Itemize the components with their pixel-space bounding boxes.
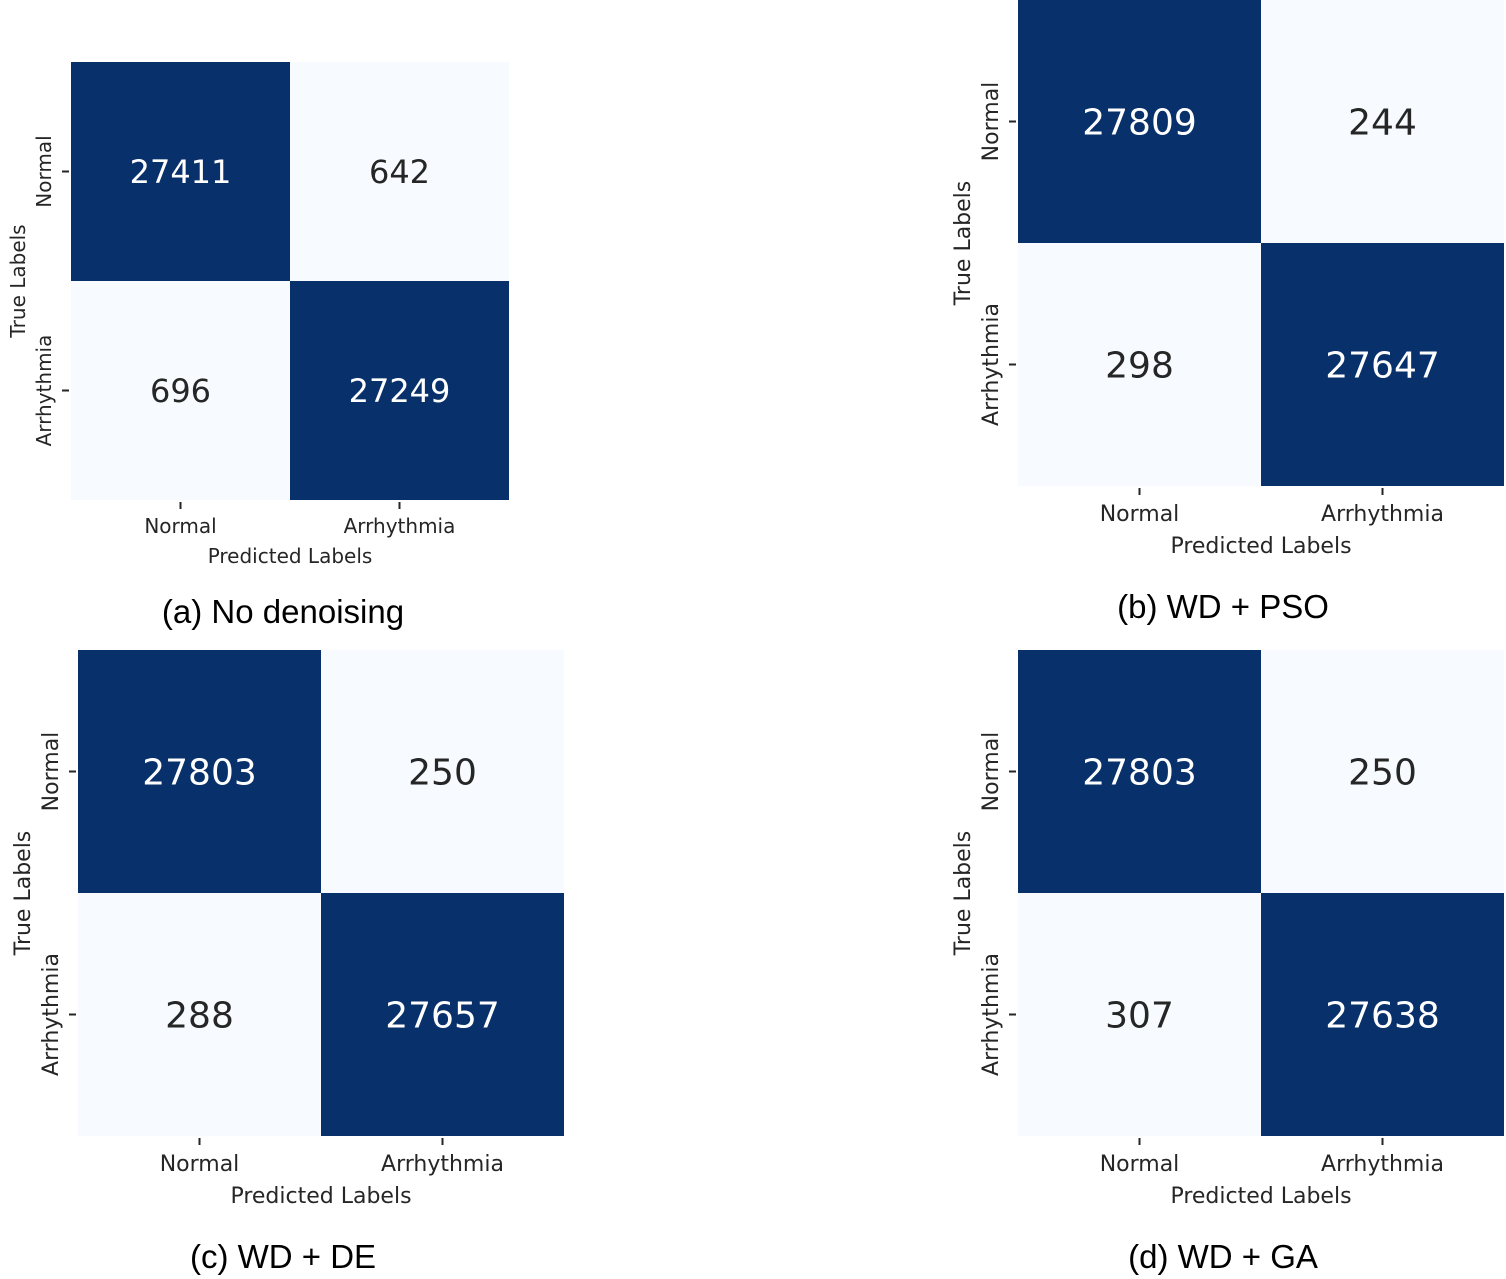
cell-arrhythmia-normal [71,281,290,500]
cell-normal-normal [71,62,290,281]
cell-value: 298 [1105,345,1174,386]
cell-normal-normal [1018,650,1261,893]
cell-normal-arrhythmia [1261,650,1504,893]
cell-value: 27647 [1325,345,1440,386]
cell-value: 642 [369,153,430,191]
y-axis-label: True Labels [11,831,36,957]
cell-value: 27803 [142,752,257,793]
caption-no-denoising: (a) No denoising [161,593,405,630]
y-axis-label: True Labels [6,224,30,338]
cell-value: 288 [165,995,234,1036]
x-tick-label: Normal [160,1152,240,1177]
cell-arrhythmia-normal [78,893,321,1136]
cell-value: 27657 [385,995,500,1036]
x-tick-label: Arrhythmia [1321,502,1444,527]
cell-arrhythmia-arrhythmia [1261,893,1504,1136]
cell-value: 307 [1105,995,1174,1036]
cell-value: 27803 [1082,752,1197,793]
cell-value: 27411 [130,153,232,191]
cell-arrhythmia-arrhythmia [290,281,509,500]
x-axis-label: Predicted Labels [1170,1184,1351,1209]
cell-normal-arrhythmia [321,650,564,893]
caption-wd-de: (c) WD + DE [189,1238,377,1275]
cell-value: 250 [408,752,477,793]
y-axis-label: True Labels [951,831,976,957]
caption-wd-ga: (d) WD + GA [1128,1238,1318,1275]
y-tick-label: Arrhythmia [979,953,1004,1076]
y-tick-label: Normal [39,732,64,812]
x-axis-label: Predicted Labels [208,544,373,568]
cell-value: 250 [1348,752,1417,793]
cell-normal-normal [78,650,321,893]
y-tick-label: Normal [979,732,1004,812]
x-tick-label: Normal [1100,502,1180,527]
y-tick-label: Normal [32,135,56,207]
x-axis-label: Predicted Labels [1170,534,1351,559]
cell-value: 27809 [1082,102,1197,143]
x-tick-label: Arrhythmia [1321,1152,1444,1177]
cell-arrhythmia-normal [1018,243,1261,486]
cell-arrhythmia-arrhythmia [321,893,564,1136]
cell-value: 27249 [349,372,451,410]
cell-value: 27638 [1325,995,1440,1036]
caption-wd-pso: (b) WD + PSO [1117,588,1329,625]
cell-value: 696 [150,372,211,410]
cell-value: 244 [1348,102,1417,143]
cell-normal-normal [1018,0,1261,243]
x-tick-label: Normal [1100,1152,1180,1177]
cell-arrhythmia-arrhythmia [1261,243,1504,486]
x-tick-label: Normal [144,514,216,538]
y-tick-label: Arrhythmia [39,953,64,1076]
y-tick-label: Normal [979,82,1004,162]
y-tick-label: Arrhythmia [32,335,56,447]
cell-arrhythmia-normal [1018,893,1261,1136]
x-tick-label: Arrhythmia [344,514,456,538]
x-tick-label: Arrhythmia [381,1152,504,1177]
x-axis-label: Predicted Labels [230,1184,411,1209]
y-tick-label: Arrhythmia [979,303,1004,426]
cell-normal-arrhythmia [1261,0,1504,243]
y-axis-label: True Labels [951,181,976,307]
cell-normal-arrhythmia [290,62,509,281]
